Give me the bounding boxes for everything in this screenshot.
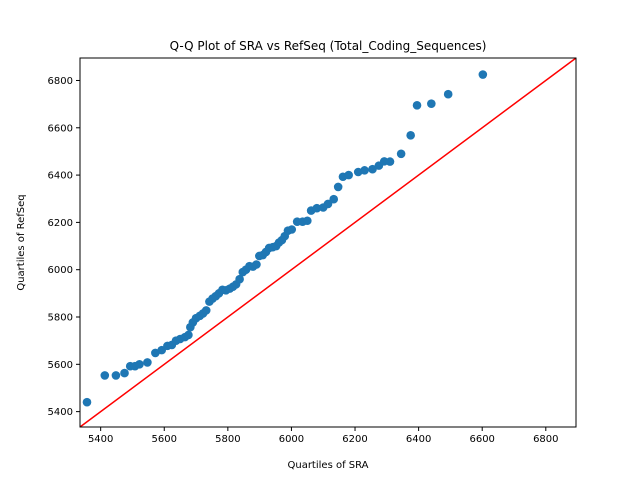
data-point: [333, 182, 343, 192]
x-tick-label: 6200: [342, 434, 367, 445]
x-tick-label: 5400: [88, 434, 113, 445]
y-tick-label: 5400: [48, 407, 73, 418]
reference-line: [79, 57, 577, 428]
y-tick-label: 5800: [48, 313, 73, 324]
data-point: [135, 360, 144, 369]
data-point: [443, 89, 453, 99]
data-point: [143, 358, 152, 367]
chart-title: Q-Q Plot of SRA vs RefSeq (Total_Coding_…: [170, 39, 487, 53]
data-point: [303, 216, 312, 226]
data-point: [312, 203, 322, 213]
y-tick-label: 6400: [48, 171, 73, 182]
data-point: [396, 149, 406, 159]
x-tick-label: 6800: [533, 434, 558, 445]
data-point: [344, 170, 353, 180]
data-point: [427, 99, 436, 108]
y-tick-label: 5600: [48, 360, 73, 371]
plot-frame: [79, 57, 577, 428]
data-point: [201, 306, 211, 315]
data-point: [111, 371, 121, 380]
data-point: [235, 274, 244, 284]
data-point: [329, 194, 339, 204]
reference-line-layer: [79, 57, 577, 428]
data-point: [385, 157, 395, 166]
y-tick-label: 6200: [48, 218, 73, 229]
data-point: [368, 164, 377, 174]
data-point: [82, 397, 92, 407]
data-point: [478, 70, 488, 79]
x-axis-ticks: 5400 5600 5800 6000 6200 6400 6600 6800: [88, 427, 559, 445]
y-axis-ticks: 5400 5600 5800 6000 6200 6400 6600 6800: [48, 76, 80, 418]
y-tick-label: 6000: [48, 265, 73, 276]
data-point: [184, 330, 193, 340]
data-points: [82, 70, 488, 407]
x-tick-label: 6400: [406, 434, 431, 445]
data-point: [100, 371, 110, 380]
x-tick-label: 5800: [215, 434, 240, 445]
y-tick-label: 6800: [48, 76, 73, 87]
x-tick-label: 6600: [469, 434, 494, 445]
x-tick-label: 6000: [279, 434, 304, 445]
data-point: [412, 101, 422, 110]
data-point: [323, 199, 333, 209]
x-axis-label: Quartiles of SRA: [287, 460, 368, 471]
data-point: [252, 260, 261, 269]
data-point: [120, 368, 129, 378]
data-point: [406, 131, 415, 140]
data-point: [360, 166, 369, 175]
y-axis-label: Quartiles of RefSeq: [16, 194, 27, 290]
data-point: [287, 225, 297, 234]
x-tick-label: 5600: [152, 434, 177, 445]
y-tick-label: 6600: [48, 123, 73, 134]
